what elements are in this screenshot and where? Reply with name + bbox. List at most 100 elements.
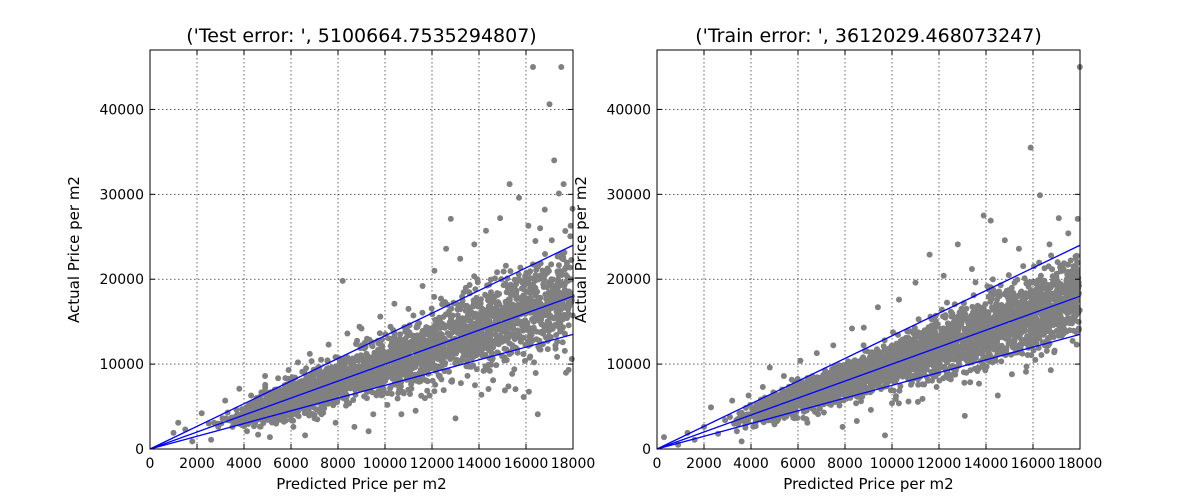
scatter-point bbox=[554, 353, 561, 360]
scatter-point bbox=[562, 228, 569, 234]
scatter-point bbox=[303, 385, 310, 392]
scatter-point bbox=[308, 393, 315, 400]
scatter-point bbox=[553, 313, 560, 320]
scatter-point bbox=[536, 296, 543, 303]
scatter-point bbox=[506, 181, 513, 188]
scatter-point bbox=[522, 357, 528, 364]
scatter-point bbox=[454, 330, 461, 337]
scatter-point bbox=[532, 370, 539, 376]
scatter-point bbox=[255, 431, 262, 438]
scatter-point bbox=[464, 353, 471, 360]
scatter-point bbox=[542, 291, 549, 298]
scatter-point bbox=[369, 389, 376, 396]
scatter-point bbox=[492, 275, 498, 282]
scatter-point bbox=[963, 305, 970, 312]
scatter-point bbox=[412, 407, 419, 414]
scatter-point bbox=[423, 356, 430, 363]
scatter-point bbox=[389, 341, 396, 348]
scatter-point bbox=[508, 325, 515, 332]
scatter-point bbox=[244, 428, 250, 435]
scatter-point bbox=[465, 347, 472, 354]
scatter-point bbox=[471, 301, 478, 308]
scatter-point bbox=[520, 394, 527, 400]
axes-frame bbox=[149, 49, 574, 450]
scatter-point bbox=[377, 375, 383, 382]
scatter-point bbox=[338, 387, 345, 394]
scatter-point bbox=[318, 356, 325, 363]
scatter-point bbox=[483, 227, 489, 234]
scatter-point bbox=[446, 308, 453, 314]
scatter-point bbox=[1029, 279, 1036, 286]
scatter-point bbox=[520, 350, 527, 357]
scatter-point bbox=[387, 323, 394, 330]
scatter-point bbox=[497, 215, 504, 222]
scatter-point bbox=[447, 323, 454, 330]
scatter-point bbox=[408, 381, 415, 388]
scatter-point bbox=[330, 402, 337, 409]
scatter-point bbox=[548, 237, 555, 244]
scatter-point bbox=[332, 419, 339, 426]
scatter-point bbox=[405, 305, 412, 312]
scatter-point bbox=[554, 253, 561, 260]
scatter-point bbox=[531, 359, 538, 366]
scatter-point bbox=[471, 241, 478, 248]
scatter-point bbox=[396, 362, 403, 368]
scatter-point bbox=[558, 315, 565, 322]
scatter-point bbox=[561, 347, 568, 354]
scatter-point bbox=[198, 410, 205, 417]
scatter-point bbox=[397, 339, 404, 345]
scatter-point bbox=[354, 337, 361, 344]
scatter-point bbox=[430, 336, 437, 343]
scatter-point bbox=[364, 353, 371, 360]
scatter-point bbox=[511, 307, 518, 314]
scatter-point bbox=[509, 301, 516, 308]
scatter-point bbox=[394, 395, 401, 402]
scatter-point bbox=[533, 267, 540, 273]
scatter-point bbox=[273, 397, 279, 404]
scatter-point bbox=[408, 385, 415, 392]
scatter-point bbox=[482, 351, 489, 358]
scatter-point bbox=[363, 395, 370, 402]
scatter-point bbox=[540, 284, 547, 290]
chart-title: ('Test error: ', 5100664.7535294807) bbox=[186, 25, 536, 47]
scatter-point bbox=[853, 400, 860, 407]
scatter-point bbox=[478, 340, 485, 347]
scatter-point bbox=[456, 340, 463, 347]
scatter-point bbox=[285, 367, 292, 373]
scatter-point bbox=[478, 391, 485, 398]
scatter-point bbox=[560, 304, 567, 311]
scatter-point bbox=[175, 419, 182, 426]
scatter-point bbox=[892, 396, 899, 402]
scatter-point bbox=[488, 289, 494, 296]
scatter-point bbox=[494, 269, 501, 276]
scatter-point bbox=[567, 233, 574, 240]
scatter-point bbox=[251, 414, 258, 421]
scatter-point bbox=[424, 387, 431, 394]
train-error-chart: 0 2000 4000 6000 8000 10000 12000 14000 16000 180… bbox=[572, 25, 1102, 493]
scatter-point bbox=[496, 314, 503, 321]
scatter-point bbox=[443, 245, 450, 252]
scatter-point bbox=[399, 344, 406, 351]
scatter-point bbox=[391, 300, 398, 307]
scatter-point bbox=[534, 411, 541, 418]
scatter-point bbox=[502, 262, 509, 269]
scatter-point bbox=[518, 285, 525, 292]
scatter-point bbox=[447, 215, 454, 222]
scatter-point bbox=[390, 370, 397, 377]
scatter-point bbox=[280, 418, 287, 425]
scatter-point bbox=[553, 308, 560, 315]
scatter-point bbox=[310, 382, 316, 389]
scatter-point bbox=[438, 356, 445, 363]
scatter-point bbox=[896, 387, 903, 394]
scatter-point bbox=[243, 404, 250, 411]
scatter-point bbox=[421, 395, 428, 402]
scatter-point bbox=[539, 328, 546, 335]
scatter-point bbox=[525, 325, 532, 332]
scatter-point bbox=[1005, 272, 1012, 279]
scatter-point bbox=[306, 412, 313, 419]
x-tick-label: 14000 bbox=[457, 456, 502, 472]
scatter-point bbox=[389, 350, 395, 356]
scatter-point bbox=[530, 64, 536, 70]
scatter-point bbox=[420, 363, 427, 370]
scatter-point bbox=[551, 157, 558, 164]
